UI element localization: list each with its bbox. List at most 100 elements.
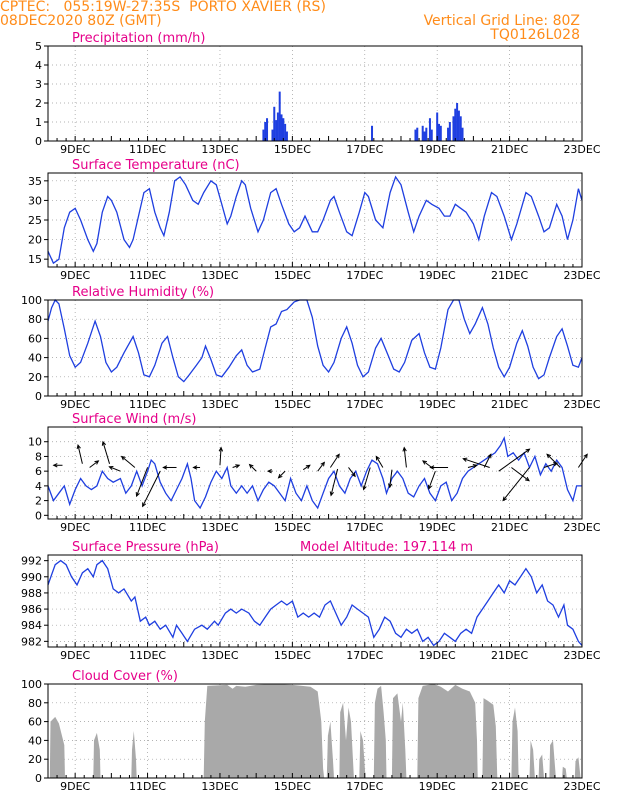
wind-vector-head [135, 492, 140, 498]
wind-vector [498, 448, 531, 472]
precip-bar [278, 91, 281, 141]
y-tick-label: 2 [35, 495, 42, 508]
x-tick-label: 17DEC [346, 143, 383, 156]
wind-vector [375, 455, 384, 468]
x-tick-label: 11DEC [129, 398, 166, 411]
precip-bar [276, 112, 279, 141]
wind-vector-head [524, 476, 530, 482]
wind-vector-head [120, 455, 126, 461]
y-tick-label: 30 [28, 194, 42, 207]
wind-vector-head [76, 443, 81, 450]
series-line [47, 175, 583, 265]
y-tick-label: 0 [35, 135, 42, 148]
wind-vector [248, 463, 257, 472]
x-tick-label: 13DEC [201, 143, 238, 156]
x-tick-label: 11DEC [129, 521, 166, 534]
series-line [47, 436, 582, 510]
cloud-area [574, 757, 581, 778]
series-line [47, 298, 583, 383]
wind-vector-head [101, 440, 107, 446]
panel-title: Precipitation (mm/h) [72, 31, 205, 46]
x-tick-label: 17DEC [346, 649, 383, 662]
precip-bar [421, 125, 424, 141]
wind-vector [467, 463, 478, 469]
wind-vector-shaft [498, 448, 530, 472]
wind-vector-shaft [329, 454, 340, 468]
cloud-area [326, 721, 334, 778]
panel-frame [47, 554, 583, 648]
wind-vector-head [583, 453, 588, 459]
wind-vector-head [162, 465, 168, 470]
panel-1: Precipitation (mm/h) 0 1 2 3 4 5 9DEC 11DEC 13DEC… [35, 31, 601, 156]
wind-vector-head [387, 483, 393, 489]
precip-bar [430, 129, 433, 141]
precip-bar [275, 120, 278, 141]
wind-vector [52, 463, 63, 468]
wind-vector-shaft [467, 464, 477, 468]
panel-title: Surface Wind (m/s) [72, 412, 196, 427]
wind-vector [232, 464, 241, 469]
wind-vector [135, 467, 149, 498]
x-tick-label: 13DEC [201, 649, 238, 662]
wind-vector-shaft [77, 444, 83, 464]
cloud-area [482, 698, 498, 778]
wind-vector-shaft [403, 447, 407, 468]
wind-vector-shaft [428, 470, 436, 489]
wind-vector-head [266, 468, 272, 474]
wind-vector [422, 460, 433, 468]
wind-vector-head [108, 465, 114, 471]
y-tick-label: 40 [28, 734, 42, 747]
cloud-area [359, 731, 366, 778]
x-tick-label: 15DEC [274, 649, 311, 662]
y-tick-label: 6 [35, 465, 42, 478]
y-tick-label: 2 [35, 97, 42, 110]
wind-vector [317, 461, 326, 472]
x-tick-label: 15DEC [274, 143, 311, 156]
wind-vector-shaft [142, 470, 161, 507]
wind-vector-head [546, 453, 552, 459]
precip-bar [273, 106, 276, 141]
wind-vector-shaft [389, 469, 393, 488]
x-tick-label: 9DEC [60, 649, 90, 662]
panel-4: Surface Wind (m/s) 02 4 6 810 9DEC 11DEC 13DEC 1… [28, 412, 601, 534]
y-tick-label: 40 [28, 352, 42, 365]
x-tick-label: 11DEC [129, 780, 166, 793]
wind-vector [277, 470, 286, 479]
wind-vector-head [52, 463, 58, 468]
wind-vector-head [335, 453, 340, 459]
panel-5: Surface Pressure (hPa) Model Altitude: 19… [21, 540, 601, 662]
wind-vector-head [218, 446, 224, 452]
precip-bar [280, 114, 283, 141]
wind-vector-head [320, 461, 326, 467]
wind-vector-head [94, 460, 100, 465]
y-tick-label: 100 [21, 294, 42, 307]
y-tick-label: 8 [35, 450, 42, 463]
cloud-area [529, 740, 535, 778]
precip-bar [416, 127, 419, 141]
wind-vector [429, 465, 449, 470]
wind-vector-shaft [463, 458, 490, 468]
x-tick-label: 9DEC [60, 269, 90, 282]
model-altitude: Model Altitude: 197.114 m [300, 540, 473, 555]
wind-vector-shaft [89, 460, 99, 468]
x-tick-label: 17DEC [346, 269, 383, 282]
cloud-area [417, 684, 478, 778]
x-tick-label: 11DEC [129, 269, 166, 282]
y-tick-label: 10 [28, 436, 42, 449]
wind-vector-head [142, 502, 147, 508]
y-tick-label: 20 [28, 371, 42, 384]
y-tick-label: 0 [35, 509, 42, 522]
wind-vector-head [525, 448, 531, 453]
wind-vector [362, 467, 371, 491]
x-tick-label: 13DEC [201, 269, 238, 282]
wind-vector-shaft [422, 460, 433, 468]
precip-bar [266, 118, 269, 141]
wind-vector [546, 453, 561, 468]
panel-title: Relative Humidity (%) [72, 285, 214, 300]
header-model-id: TQ0126L028 [490, 27, 580, 43]
cloud-area [49, 716, 65, 778]
series-line [47, 559, 583, 647]
y-tick-label: 990 [21, 571, 42, 584]
x-tick-label: 21DEC [491, 649, 528, 662]
